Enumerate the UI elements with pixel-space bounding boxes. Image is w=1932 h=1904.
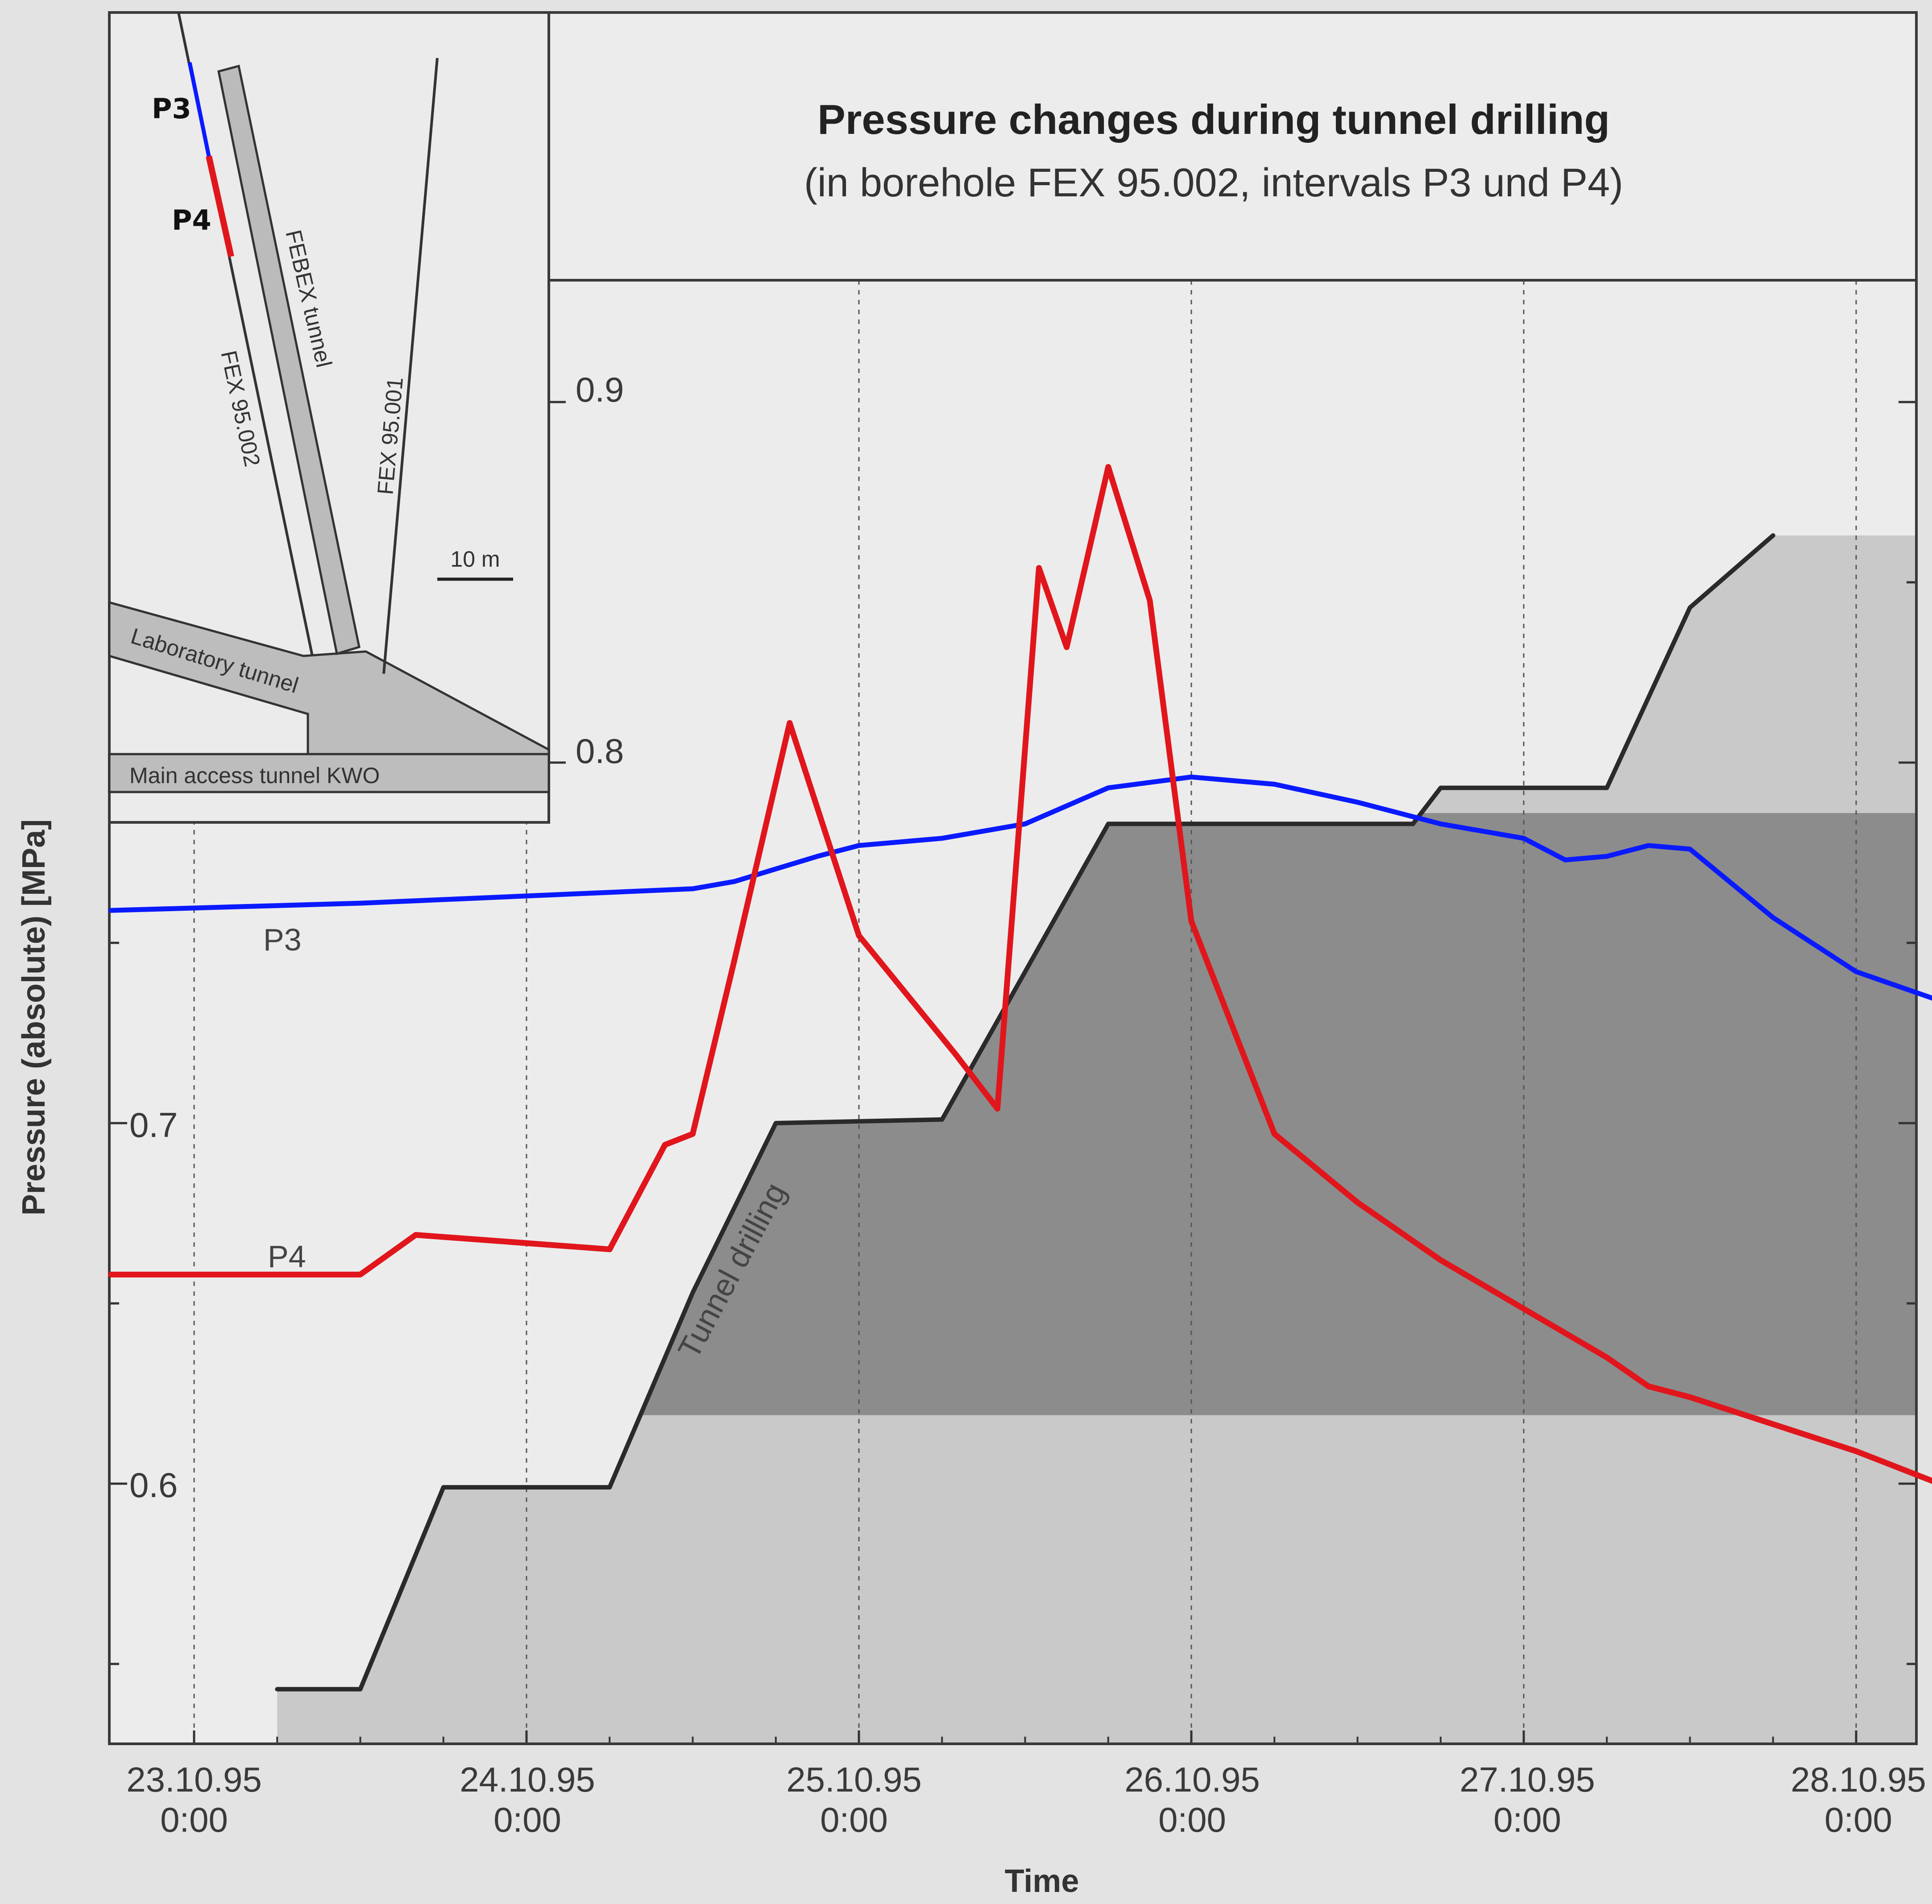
laboratory-tunnel: [108, 601, 550, 755]
borehole-fex-95-001: [382, 58, 439, 674]
x-tick-date: 26.10.95: [1124, 1760, 1260, 1799]
series: [108, 464, 1932, 1692]
interval-p4-marker: [206, 155, 234, 257]
x-tick-time: 0:00: [160, 1800, 228, 1839]
tick-labels: 0.6 0.7 0.8 0.9 23.10.95 0:00 24.10.95 0…: [126, 370, 1926, 1839]
main-access-tunnel: [108, 753, 550, 793]
series-line-p4: [108, 464, 1932, 1484]
chart-title: Pressure changes during tunnel drilling: [817, 96, 1610, 143]
chart-subtitle: (in borehole FEX 95.002, intervals P3 un…: [804, 161, 1623, 205]
x-tick-time: 0:00: [1158, 1800, 1226, 1839]
p3-label: P3: [152, 92, 191, 125]
inset-site-map: 10 m FEBEX tunnel FEX 95.002 FEX 95.001 …: [108, 11, 550, 824]
x-tick-time: 0:00: [1824, 1800, 1892, 1839]
x-tick-date: 25.10.95: [786, 1760, 922, 1799]
febex-tunnel: [217, 64, 361, 655]
x-tick-time: 0:00: [820, 1800, 888, 1839]
y-tick-label: 0.6: [129, 1465, 178, 1505]
x-tick-date: 28.10.95: [1791, 1760, 1926, 1799]
x-tick-date: 24.10.95: [460, 1760, 595, 1799]
series-line-p3: [108, 774, 1932, 1001]
main-access-tunnel-label: Main access tunnel KWO: [129, 763, 380, 788]
interval-p3-marker: [187, 62, 211, 157]
y-tick-label: 0.9: [576, 370, 624, 409]
series-label-p4: P4: [268, 1239, 306, 1274]
y-tick-label: 0.8: [576, 731, 624, 771]
p4-label: P4: [172, 204, 211, 236]
y-axis-title: Pressure (absolute) [MPa]: [16, 819, 52, 1215]
x-tick-time: 0:00: [1493, 1800, 1561, 1839]
scale-label: 10 m: [450, 547, 500, 572]
x-axis-title: Time: [1005, 1863, 1079, 1899]
x-tick-date: 23.10.95: [126, 1760, 262, 1799]
x-tick-time: 0:00: [493, 1800, 561, 1839]
series-label-p3: P3: [263, 922, 302, 957]
series-line-tunnel-drilling: [275, 533, 1775, 1692]
x-tick-date: 27.10.95: [1459, 1760, 1595, 1799]
title-box: Pressure changes during tunnel drilling …: [547, 11, 1918, 282]
y-tick-label: 0.7: [129, 1105, 178, 1145]
